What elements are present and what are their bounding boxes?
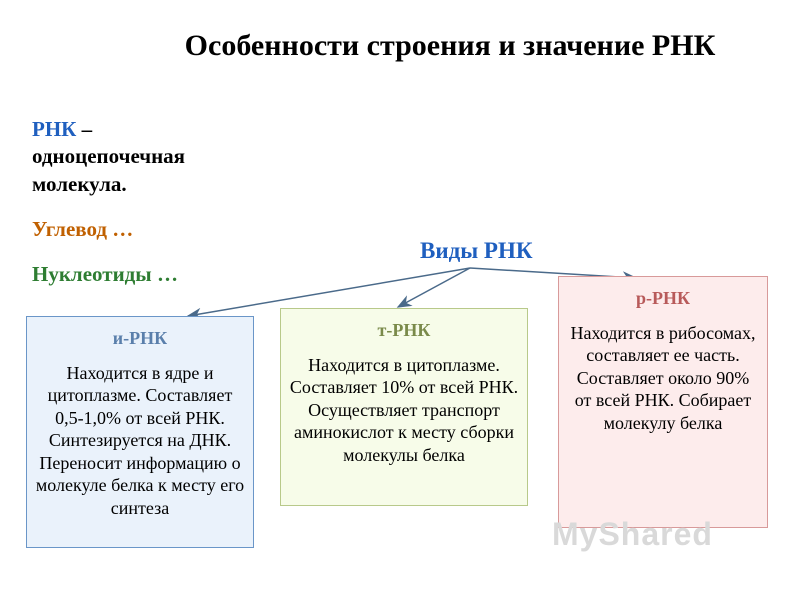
box-trna: т-РНК Находится в цитоплазме. Составляет… (280, 308, 528, 506)
box-trna-text: Находится в цитоплазме. Составляет 10% о… (289, 354, 519, 467)
box-rrna: р-РНК Находится в рибосомах, составляет … (558, 276, 768, 528)
def-line-molecule: РНК – одноцепочечная молекула. (32, 116, 242, 198)
def-term: РНК (32, 117, 76, 141)
box-irna-title: и-РНК (35, 327, 245, 350)
box-trna-title: т-РНК (289, 319, 519, 342)
box-irna: и-РНК Находится в ядре и цитоплазме. Сос… (26, 316, 254, 548)
box-rrna-text: Находится в рибосомах, составляет ее час… (567, 322, 759, 435)
box-rrna-title: р-РНК (567, 287, 759, 310)
def-line-carb: Углевод … (32, 216, 242, 243)
page-title: Особенности строения и значение РНК (180, 28, 720, 64)
box-irna-text: Находится в ядре и цитоплазме. Составляе… (35, 362, 245, 520)
definition-block: РНК – одноцепочечная молекула. Углевод …… (32, 116, 242, 288)
types-label: Виды РНК (420, 238, 533, 264)
def-line-nuc: Нуклеотиды … (32, 261, 242, 288)
